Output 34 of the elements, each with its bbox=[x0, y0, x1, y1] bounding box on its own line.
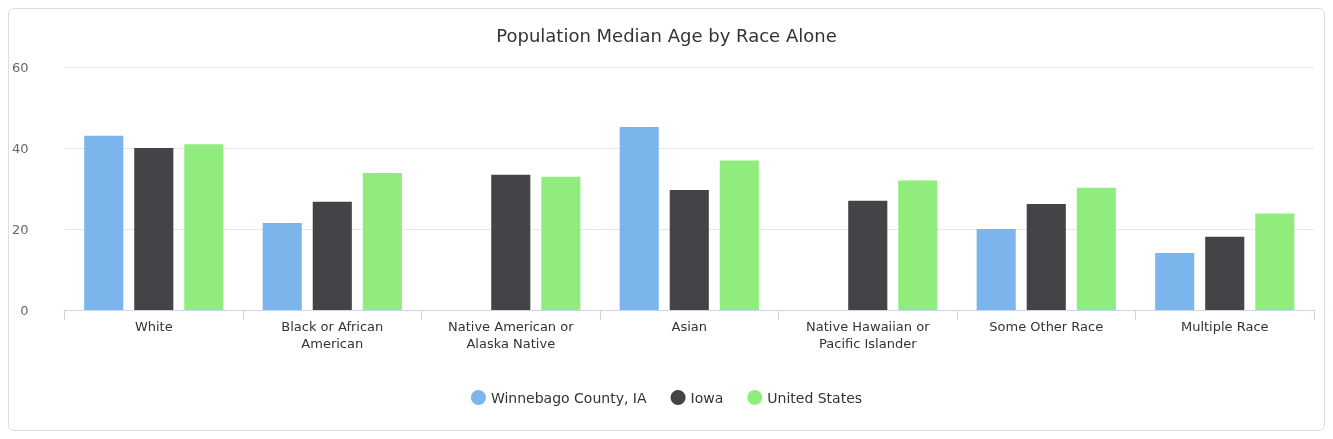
bar bbox=[848, 200, 888, 310]
y-tick-label: 20 bbox=[12, 221, 29, 237]
x-tick-label: Black or African American bbox=[281, 319, 384, 351]
x-tick-label: Native American or Alaska Native bbox=[448, 319, 575, 351]
bar bbox=[262, 222, 302, 310]
bar bbox=[1155, 252, 1195, 310]
bar bbox=[491, 174, 531, 310]
legend-label: Winnebago County, IA bbox=[490, 389, 647, 406]
bar bbox=[362, 173, 402, 310]
legend-label: United States bbox=[767, 389, 863, 406]
x-tick-label: White bbox=[134, 319, 173, 334]
x-tick-label: Asian bbox=[671, 319, 708, 334]
y-tick-label: 0 bbox=[20, 302, 29, 318]
y-tick-label: 40 bbox=[12, 140, 29, 156]
x-tick-label: Native Hawaiian or Pacific Islander bbox=[806, 319, 931, 351]
bar bbox=[184, 144, 224, 310]
bar bbox=[134, 148, 174, 310]
bar bbox=[898, 180, 938, 310]
bar bbox=[312, 201, 352, 310]
bar bbox=[541, 176, 581, 310]
bar bbox=[84, 135, 124, 310]
bar bbox=[719, 160, 759, 310]
x-tick-label: Some Other Race bbox=[989, 319, 1104, 334]
y-tick-label: 60 bbox=[12, 59, 29, 75]
bar bbox=[619, 126, 659, 310]
bar bbox=[669, 190, 709, 310]
x-tick-label: Multiple Race bbox=[1180, 319, 1269, 334]
bar bbox=[976, 229, 1016, 310]
legend-label: Iowa bbox=[690, 389, 724, 406]
bar bbox=[1205, 236, 1245, 310]
bar bbox=[1026, 203, 1066, 310]
chart-title: Population Median Age by Race Alone bbox=[496, 24, 837, 46]
bar bbox=[1076, 187, 1116, 310]
bar bbox=[1255, 213, 1295, 310]
